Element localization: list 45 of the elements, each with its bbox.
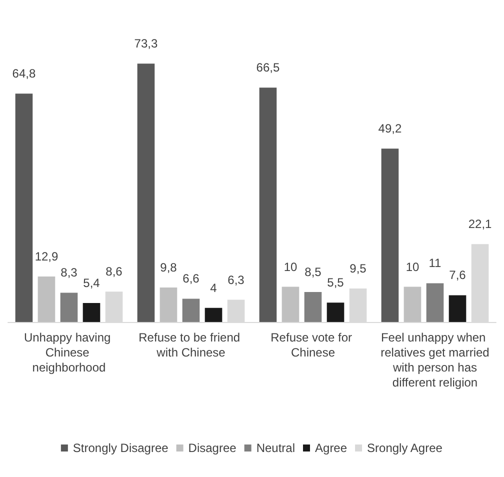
data-label: 64,8 <box>12 66 36 81</box>
bar <box>282 286 300 322</box>
bar <box>448 295 466 322</box>
bar <box>82 302 100 322</box>
data-label: 5,4 <box>83 276 100 290</box>
data-label: 4 <box>210 280 218 295</box>
data-label: 10 <box>406 260 420 274</box>
bar <box>60 292 78 322</box>
data-label: 5,5 <box>327 276 344 290</box>
bar <box>204 308 222 322</box>
bar <box>304 292 322 322</box>
bar <box>15 94 33 322</box>
bar <box>38 276 56 322</box>
bar <box>259 88 277 322</box>
legend-label: Srongly Agree <box>367 441 443 455</box>
data-label: 8,3 <box>60 266 78 280</box>
data-label: 12,9 <box>34 250 58 264</box>
legend-label: Neutral <box>256 441 296 455</box>
data-label: 6,6 <box>182 272 200 286</box>
data-label: 11 <box>428 256 442 270</box>
x-tick-label: Feel unhappy when relatives get married with person has different religion <box>380 330 490 390</box>
data-label: 8,6 <box>106 264 123 279</box>
data-label: 7,6 <box>449 268 466 282</box>
legend-label: Strongly Disagree <box>72 441 169 455</box>
data-label: 10 <box>284 260 298 274</box>
bar <box>182 298 200 322</box>
bar <box>326 302 344 322</box>
x-tick-label: Unhappy having Chinese neighborhood <box>24 330 114 374</box>
data-label: 22,1 <box>468 217 492 232</box>
bar <box>381 148 399 322</box>
data-label: 9,5 <box>350 262 367 276</box>
data-label: 66,5 <box>256 60 280 75</box>
x-tick-label: Refuse vote for Chinese <box>270 330 356 360</box>
legend-label: Disagree <box>188 441 237 455</box>
data-label: 73,3 <box>134 36 158 51</box>
bar <box>160 287 178 322</box>
data-label: 6,3 <box>228 272 245 287</box>
legend-label: Agree <box>315 441 348 455</box>
x-tick-label: Refuse to be friend with Chinese <box>138 330 244 360</box>
bar <box>426 283 444 322</box>
data-label: 9,8 <box>160 260 178 274</box>
bar <box>137 64 155 322</box>
data-label: 49,2 <box>378 122 402 136</box>
bar <box>404 286 422 322</box>
data-label: 8,5 <box>304 265 322 280</box>
